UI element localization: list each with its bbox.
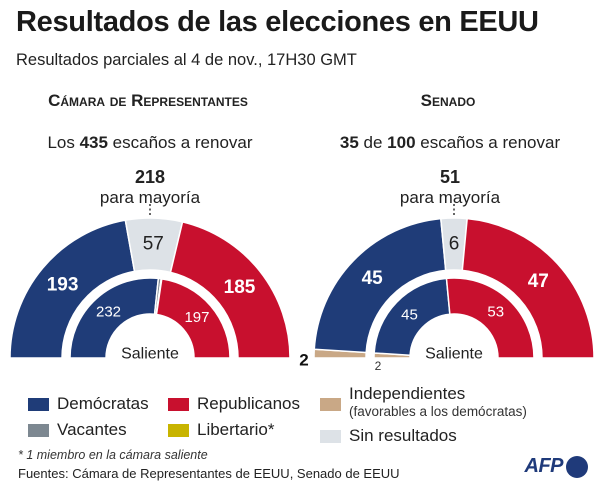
senate-inner-label: Saliente bbox=[425, 346, 483, 363]
chart-title: Resultados de las elecciones en EEUU bbox=[16, 6, 539, 38]
house-inner-segment-rep bbox=[155, 278, 231, 359]
legend-rep: Republicanos bbox=[168, 394, 300, 414]
legend-independent-label: Independientes bbox=[349, 384, 466, 403]
legend-vacant-swatch bbox=[28, 424, 49, 437]
house-outer-segment-rep bbox=[169, 220, 291, 359]
legend-libertarian-label: Libertario* bbox=[197, 420, 275, 439]
senate-outer-label-rep: 47 bbox=[528, 271, 549, 292]
senate-inner-label-dem: 45 bbox=[401, 306, 418, 323]
senate-inner-segment-rep bbox=[445, 277, 535, 359]
house-inner-label-rep: 197 bbox=[184, 309, 209, 326]
legend-rep-swatch bbox=[168, 398, 189, 411]
legend-dem: Demócratas bbox=[28, 394, 149, 414]
legend-vacant: Vacantes bbox=[28, 420, 127, 440]
senate-seats-suffix: escaños a renovar bbox=[415, 133, 561, 152]
sources: Fuentes: Cámara de Representantes de EEU… bbox=[18, 466, 400, 481]
afp-logo: AFP bbox=[524, 455, 588, 478]
legend-independent-sub: (favorables a los demócratas) bbox=[349, 404, 527, 419]
house-seats-suffix: escaños a renovar bbox=[107, 133, 253, 152]
house-seats-prefix: Los bbox=[47, 133, 80, 152]
senate-seats-mid: de bbox=[358, 133, 388, 152]
legend-independent: Independientes (favorables a los demócra… bbox=[320, 384, 527, 419]
senate-seats-total: 35 bbox=[339, 133, 359, 152]
senate-outer-label-no_results: 6 bbox=[449, 234, 460, 255]
senate-outer-segment-dem bbox=[313, 217, 447, 354]
senate-inner-label-rep: 53 bbox=[487, 304, 504, 321]
house-outer-label-no_results: 57 bbox=[143, 234, 164, 255]
afp-logo-text: AFP bbox=[524, 455, 564, 477]
senate-outer-segment-rep bbox=[461, 217, 595, 359]
legend-independent-text: Independientes (favorables a los demócra… bbox=[349, 384, 527, 419]
legend-dem-label: Demócratas bbox=[57, 394, 149, 413]
legend-no-results: Sin resultados bbox=[320, 426, 457, 446]
house-inner-label-dem: 232 bbox=[96, 303, 121, 320]
house-outer-label-dem: 193 bbox=[47, 274, 79, 295]
house-inner-label: Saliente bbox=[121, 346, 179, 363]
legend-no-results-swatch bbox=[320, 430, 341, 443]
senate-outer-label-independent: 2 bbox=[299, 351, 308, 370]
legend-dem-swatch bbox=[28, 398, 49, 411]
house-seats-line: Los 435 escaños a renovar bbox=[0, 133, 300, 153]
chart-subtitle: Resultados parciales al 4 de nov., 17H30… bbox=[16, 51, 357, 69]
house-majority-value: 218 bbox=[134, 167, 166, 187]
senate-majority-label: para mayoría bbox=[399, 188, 501, 207]
legend-libertarian: Libertario* bbox=[168, 420, 275, 440]
legend-vacant-label: Vacantes bbox=[57, 420, 127, 439]
house-seats-total: 435 bbox=[79, 133, 108, 152]
house-majority-label: para mayoría bbox=[99, 188, 201, 207]
legend-rep-label: Republicanos bbox=[197, 394, 301, 413]
footnote: * 1 miembro en la cámara saliente bbox=[18, 448, 208, 462]
senate-seats-line: 35 de 100 escaños a renovar bbox=[300, 133, 600, 153]
legend-independent-swatch bbox=[320, 398, 341, 411]
house-title: Cámara de Representantes bbox=[48, 91, 248, 110]
legend-no-results-label: Sin resultados bbox=[349, 426, 457, 445]
senate-seats-total2: 100 bbox=[387, 133, 416, 152]
senate-outer-label-dem: 45 bbox=[362, 268, 384, 289]
house-outer-label-rep: 185 bbox=[224, 277, 256, 298]
senate-inner-label-independent: 2 bbox=[375, 359, 382, 373]
afp-logo-dot bbox=[566, 455, 588, 478]
senate-title: Senado bbox=[420, 91, 476, 110]
senate-majority-value: 51 bbox=[439, 167, 461, 187]
legend-libertarian-swatch bbox=[168, 424, 189, 437]
